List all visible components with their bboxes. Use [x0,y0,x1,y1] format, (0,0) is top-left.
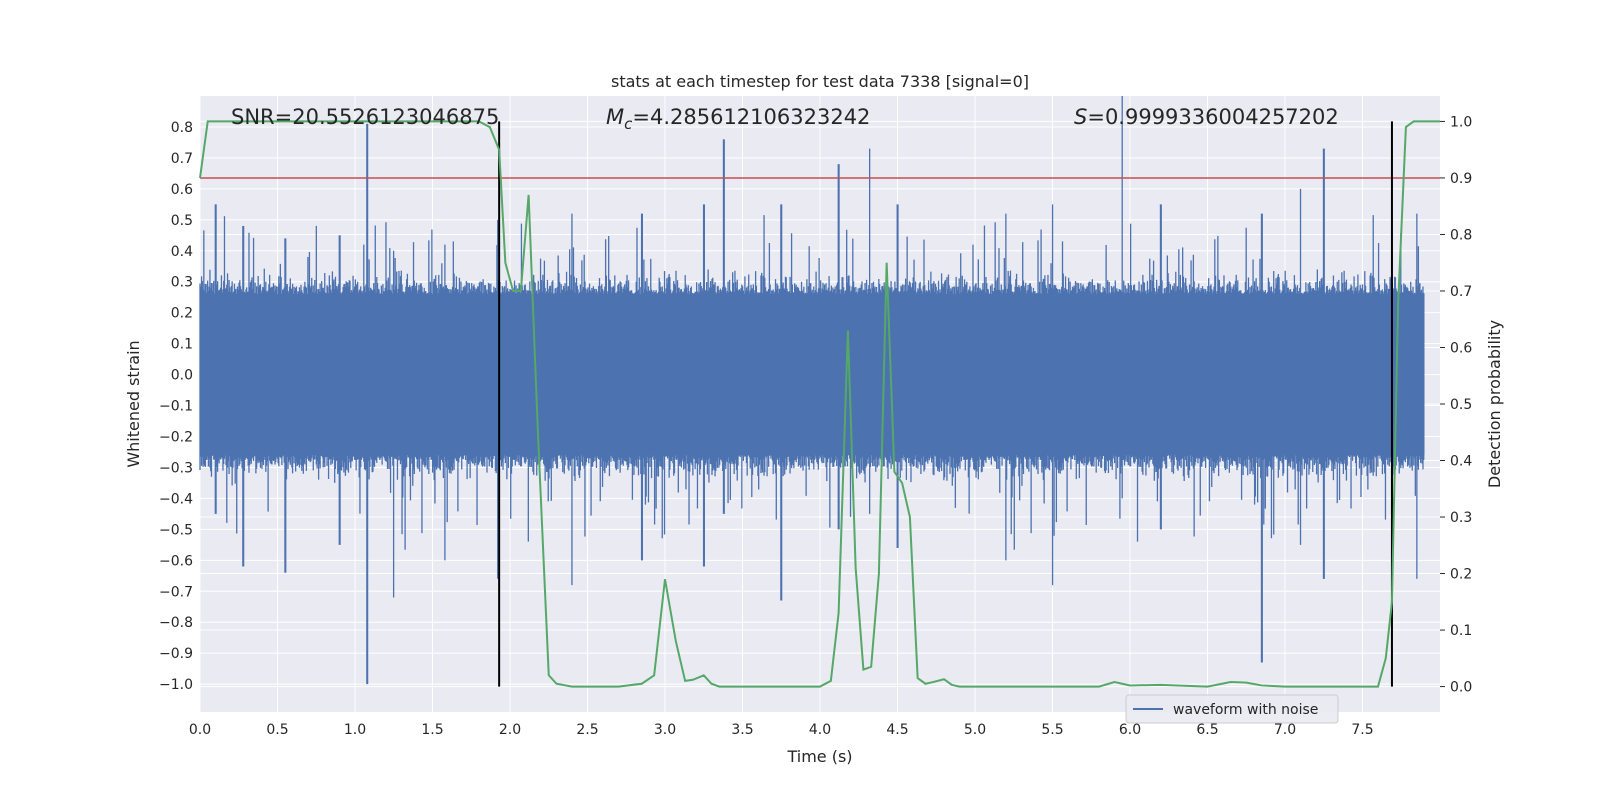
y-left-tick-label: −0.3 [159,460,193,476]
waveform-series [199,96,1425,685]
x-axis-ticks: 0.0 0.5 1.0 1.5 2.0 2.5 3.0 3.5 4.0 4.5 5.0 5.5 6.0 6… [189,722,1374,738]
waveform-core [200,294,1425,456]
s-symbol: S [1074,105,1087,129]
x-tick-label: 7.0 [1274,722,1296,738]
y-left-axis-ticks: 0.8 0.7 0.6 0.5 0.4 0.3 0.2 0.1 0.0 −0.1 −0.2 −0.3 −… [159,120,193,693]
legend-entry-waveform: waveform with noise [1173,702,1318,718]
y-right-tick-label: 0.1 [1450,623,1472,639]
y-left-tick-label: −0.7 [159,584,193,600]
y-right-axis-ticks: 1.0 0.9 0.8 0.7 0.6 0.5 0.4 0.3 0.2 0.1 0.0 [1440,114,1472,696]
y-left-tick-label: 0.3 [171,275,193,291]
x-tick-label: 2.5 [576,722,598,738]
y-right-axis-label: Detection probability [1485,320,1504,488]
y-left-tick-label: −0.2 [159,430,193,446]
x-tick-label: 5.5 [1041,722,1063,738]
y-left-tick-label: −1.0 [159,677,193,693]
x-tick-label: 4.5 [886,722,908,738]
y-right-tick-label: 0.4 [1450,454,1472,470]
chirp-mass-symbol: M [606,105,624,129]
legend: waveform with noise [1125,694,1339,724]
x-tick-label: 3.5 [731,722,753,738]
y-left-tick-label: 0.5 [171,213,193,229]
y-left-tick-label: −0.4 [159,491,193,507]
y-left-tick-label: −0.9 [159,646,193,662]
x-tick-label: 1.0 [344,722,366,738]
legend-box [1125,694,1339,724]
y-left-tick-label: 0.1 [171,337,193,353]
y-right-tick-label: 0.5 [1450,397,1472,413]
y-left-axis-label: Whitened strain [124,340,143,467]
x-tick-label: 3.0 [654,722,676,738]
chirp-mass-subscript: c [624,115,633,133]
s-value: =0.9999336004257202 [1087,105,1338,129]
y-left-tick-label: 0.6 [171,182,193,198]
y-left-tick-label: 0.0 [171,368,193,384]
x-tick-label: 0.5 [266,722,288,738]
y-right-tick-label: 0.6 [1450,340,1472,356]
y-left-tick-label: −0.5 [159,522,193,538]
x-tick-label: 2.0 [499,722,521,738]
y-right-tick-label: 0.2 [1450,567,1472,583]
detection-probability-line [199,120,1440,688]
x-tick-label: 6.5 [1196,722,1218,738]
y-left-tick-label: 0.2 [171,306,193,322]
y-right-tick-label: 0.9 [1450,171,1472,187]
chart-title: stats at each timestep for test data 733… [611,72,1029,91]
y-left-tick-label: −0.6 [159,553,193,569]
y-right-tick-label: 0.8 [1450,227,1472,243]
x-tick-label: 0.0 [189,722,211,738]
y-right-tick-label: 0.7 [1450,284,1472,300]
y-left-tick-label: 0.7 [171,151,193,167]
s-annotation: S=0.9999336004257202 [1074,105,1339,129]
x-tick-label: 4.0 [809,722,831,738]
y-left-tick-label: 0.8 [171,120,193,136]
y-left-tick-label: −0.1 [159,399,193,415]
x-tick-label: 5.0 [964,722,986,738]
y-left-tick-label: 0.4 [171,244,193,260]
x-tick-label: 6.0 [1119,722,1141,738]
x-tick-label: 1.5 [421,722,443,738]
x-axis-label: Time (s) [786,747,852,766]
snr-annotation: SNR=20.5526123046875 [231,105,499,129]
chirp-mass-value: =4.285612106323242 [632,105,870,129]
chirp-mass-annotation: Mc=4.285612106323242 [606,105,870,133]
y-right-tick-label: 1.0 [1450,114,1472,130]
y-right-tick-label: 0.0 [1450,680,1472,696]
y-left-tick-label: −0.8 [159,615,193,631]
y-right-tick-label: 0.3 [1450,510,1472,526]
x-tick-label: 7.5 [1351,722,1373,738]
